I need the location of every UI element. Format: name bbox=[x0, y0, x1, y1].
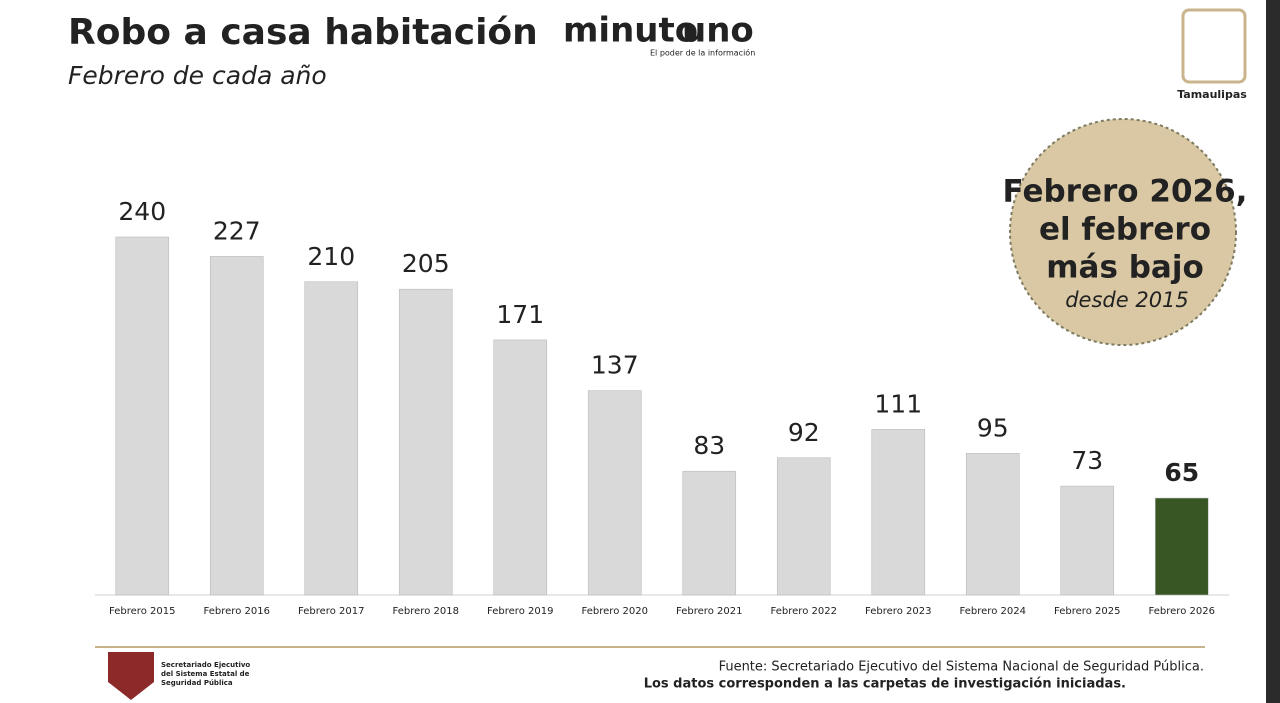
source-line: Fuente: Secretariado Ejecutivo del Siste… bbox=[719, 660, 1204, 675]
value-label: 240 bbox=[118, 197, 166, 226]
bar bbox=[209, 256, 264, 596]
annotation-note: desde 2015 bbox=[1065, 288, 1189, 312]
x-tick-label: Febrero 2025 bbox=[1054, 606, 1120, 617]
bar bbox=[587, 390, 642, 596]
value-label: 95 bbox=[977, 413, 1009, 442]
x-tick-label: Febrero 2021 bbox=[676, 606, 742, 617]
bar bbox=[1060, 485, 1115, 596]
bar bbox=[1154, 497, 1209, 596]
value-label: 83 bbox=[693, 431, 725, 460]
x-tick-label: Febrero 2023 bbox=[865, 606, 931, 617]
x-tick-label: Febrero 2017 bbox=[298, 606, 364, 617]
state-emblem bbox=[1181, 8, 1247, 84]
chart-subtitle: Febrero de cada año bbox=[68, 61, 327, 90]
bar bbox=[965, 452, 1020, 596]
brand-left: minuto bbox=[563, 11, 698, 51]
x-tick-label: Febrero 2016 bbox=[204, 606, 270, 617]
source-note: Los datos corresponden a las carpetas de… bbox=[644, 677, 1126, 692]
bar bbox=[871, 429, 926, 596]
x-tick-label: Febrero 2018 bbox=[393, 606, 459, 617]
annotation-line: el febrero bbox=[1039, 212, 1211, 248]
scrollbar bbox=[1266, 0, 1280, 703]
value-label: 137 bbox=[591, 351, 639, 380]
bar bbox=[398, 288, 453, 596]
agency-logo-line: Seguridad Pública bbox=[161, 679, 233, 687]
value-label: 227 bbox=[213, 216, 261, 245]
x-tick-label: Febrero 2015 bbox=[109, 606, 175, 617]
x-tick-label: Febrero 2019 bbox=[487, 606, 553, 617]
value-label: 111 bbox=[874, 389, 922, 418]
brand-right: uno bbox=[682, 11, 754, 51]
bar bbox=[682, 470, 737, 596]
brand-tagline: El poder de la información bbox=[650, 48, 755, 58]
agency-emblem bbox=[108, 652, 154, 700]
bar bbox=[493, 339, 548, 596]
value-label: 210 bbox=[307, 242, 355, 271]
x-tick-label: Febrero 2020 bbox=[582, 606, 648, 617]
annotation-badge bbox=[1009, 118, 1237, 346]
value-label: 73 bbox=[1071, 446, 1103, 475]
value-label: 205 bbox=[402, 249, 450, 278]
x-tick-label: Febrero 2024 bbox=[960, 606, 1026, 617]
agency-logo-line: del Sistema Estatal de bbox=[161, 670, 250, 678]
annotation-line: más bajo bbox=[1046, 250, 1204, 286]
x-tick-label: Febrero 2022 bbox=[771, 606, 837, 617]
bar bbox=[304, 281, 359, 596]
value-label: 65 bbox=[1164, 458, 1199, 487]
x-tick-label: Febrero 2026 bbox=[1149, 606, 1215, 617]
annotation-line: Febrero 2026, bbox=[1003, 174, 1248, 210]
value-label: 92 bbox=[788, 418, 820, 447]
chart-title: Robo a casa habitación bbox=[68, 12, 538, 53]
value-label: 171 bbox=[496, 300, 544, 329]
bar bbox=[776, 457, 831, 596]
agency-logo-line: Secretariado Ejecutivo bbox=[161, 661, 250, 669]
bar bbox=[115, 236, 170, 596]
state-logo: Tamaulipas bbox=[1177, 88, 1247, 101]
